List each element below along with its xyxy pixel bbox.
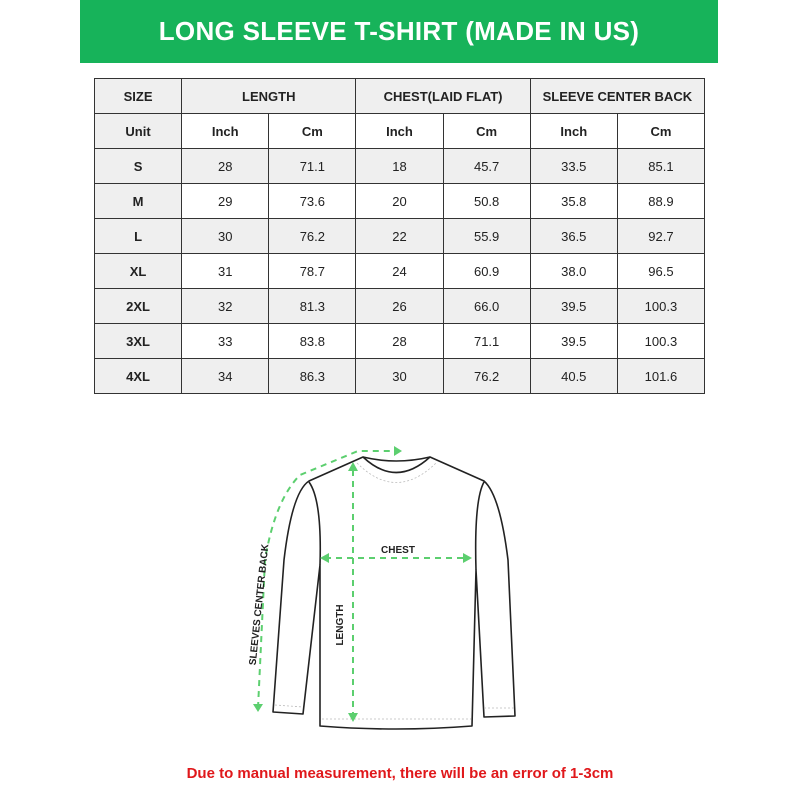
length-label: LENGTH xyxy=(335,604,346,645)
size-chart-table: SIZE LENGTH CHEST(LAID FLAT) SLEEVE CENT… xyxy=(93,78,706,394)
value-cell: 66.0 xyxy=(442,288,531,324)
value-cell: 39.5 xyxy=(529,323,618,359)
value-cell: 26 xyxy=(355,288,444,324)
shirt-outline xyxy=(272,456,516,730)
header-sleeve: SLEEVE CENTER BACK xyxy=(529,78,706,114)
table-row: 3XL 33 83.8 28 71.1 39.5 100.3 xyxy=(93,323,706,359)
value-cell: 24 xyxy=(355,253,444,289)
value-cell: 29 xyxy=(181,183,270,219)
table-row: L 30 76.2 22 55.9 36.5 92.7 xyxy=(93,218,706,254)
table-row: 4XL 34 86.3 30 76.2 40.5 101.6 xyxy=(93,358,706,394)
value-cell: 22 xyxy=(355,218,444,254)
unit-cell: Inch xyxy=(181,113,270,149)
arrow-head-icon xyxy=(348,713,358,722)
unit-cell: Inch xyxy=(529,113,618,149)
value-cell: 71.1 xyxy=(442,323,531,359)
value-cell: 100.3 xyxy=(616,288,706,324)
table-row: M 29 73.6 20 50.8 35.8 88.9 xyxy=(93,183,706,219)
arrow-head-icon xyxy=(348,462,358,471)
value-cell: 31 xyxy=(181,253,270,289)
arrow-head-icon xyxy=(320,553,329,563)
header-row: SIZE LENGTH CHEST(LAID FLAT) SLEEVE CENT… xyxy=(93,78,706,114)
table-row: XL 31 78.7 24 60.9 38.0 96.5 xyxy=(93,253,706,289)
value-cell: 76.2 xyxy=(442,358,531,394)
arrow-head-icon xyxy=(463,553,472,563)
value-cell: 55.9 xyxy=(442,218,531,254)
value-cell: 39.5 xyxy=(529,288,618,324)
value-cell: 60.9 xyxy=(442,253,531,289)
value-cell: 30 xyxy=(355,358,444,394)
value-cell: 35.8 xyxy=(529,183,618,219)
value-cell: 83.8 xyxy=(268,323,357,359)
arrow-head-icon xyxy=(394,446,402,456)
arrow-head-icon xyxy=(253,704,263,712)
value-cell: 36.5 xyxy=(529,218,618,254)
chest-label: CHEST xyxy=(381,545,415,556)
value-cell: 76.2 xyxy=(268,218,357,254)
value-cell: 28 xyxy=(181,148,270,184)
value-cell: 18 xyxy=(355,148,444,184)
value-cell: 71.1 xyxy=(268,148,357,184)
size-cell: XL xyxy=(93,253,183,289)
value-cell: 101.6 xyxy=(616,358,706,394)
header-length: LENGTH xyxy=(181,78,357,114)
unit-row: Unit Inch Cm Inch Cm Inch Cm xyxy=(93,113,706,149)
value-cell: 92.7 xyxy=(616,218,706,254)
value-cell: 88.9 xyxy=(616,183,706,219)
header-size: SIZE xyxy=(93,78,183,114)
value-cell: 81.3 xyxy=(268,288,357,324)
value-cell: 34 xyxy=(181,358,270,394)
unit-cell: Cm xyxy=(442,113,531,149)
table-row: 2XL 32 81.3 26 66.0 39.5 100.3 xyxy=(93,288,706,324)
size-cell: 4XL xyxy=(93,358,183,394)
value-cell: 96.5 xyxy=(616,253,706,289)
measurement-note: Due to manual measurement, there will be… xyxy=(186,765,614,782)
size-cell: S xyxy=(93,148,183,184)
measure-arrows xyxy=(257,450,468,718)
value-cell: 40.5 xyxy=(529,358,618,394)
value-cell: 100.3 xyxy=(616,323,706,359)
value-cell: 86.3 xyxy=(268,358,357,394)
unit-cell: Inch xyxy=(355,113,444,149)
page-title: LONG SLEEVE T-SHIRT (MADE IN US) xyxy=(158,16,640,46)
value-cell: 45.7 xyxy=(442,148,531,184)
value-cell: 30 xyxy=(181,218,270,254)
table-row: S 28 71.1 18 45.7 33.5 85.1 xyxy=(93,148,706,184)
unit-cell: Unit xyxy=(93,113,183,149)
sleeve-label: SLEEVES CENTER BACK xyxy=(248,543,272,666)
header-chest: CHEST(LAID FLAT) xyxy=(355,78,531,114)
value-cell: 32 xyxy=(181,288,270,324)
size-cell: 2XL xyxy=(93,288,183,324)
unit-cell: Cm xyxy=(268,113,357,149)
title-banner: LONG SLEEVE T-SHIRT (MADE IN US) xyxy=(80,0,718,63)
value-cell: 33.5 xyxy=(529,148,618,184)
